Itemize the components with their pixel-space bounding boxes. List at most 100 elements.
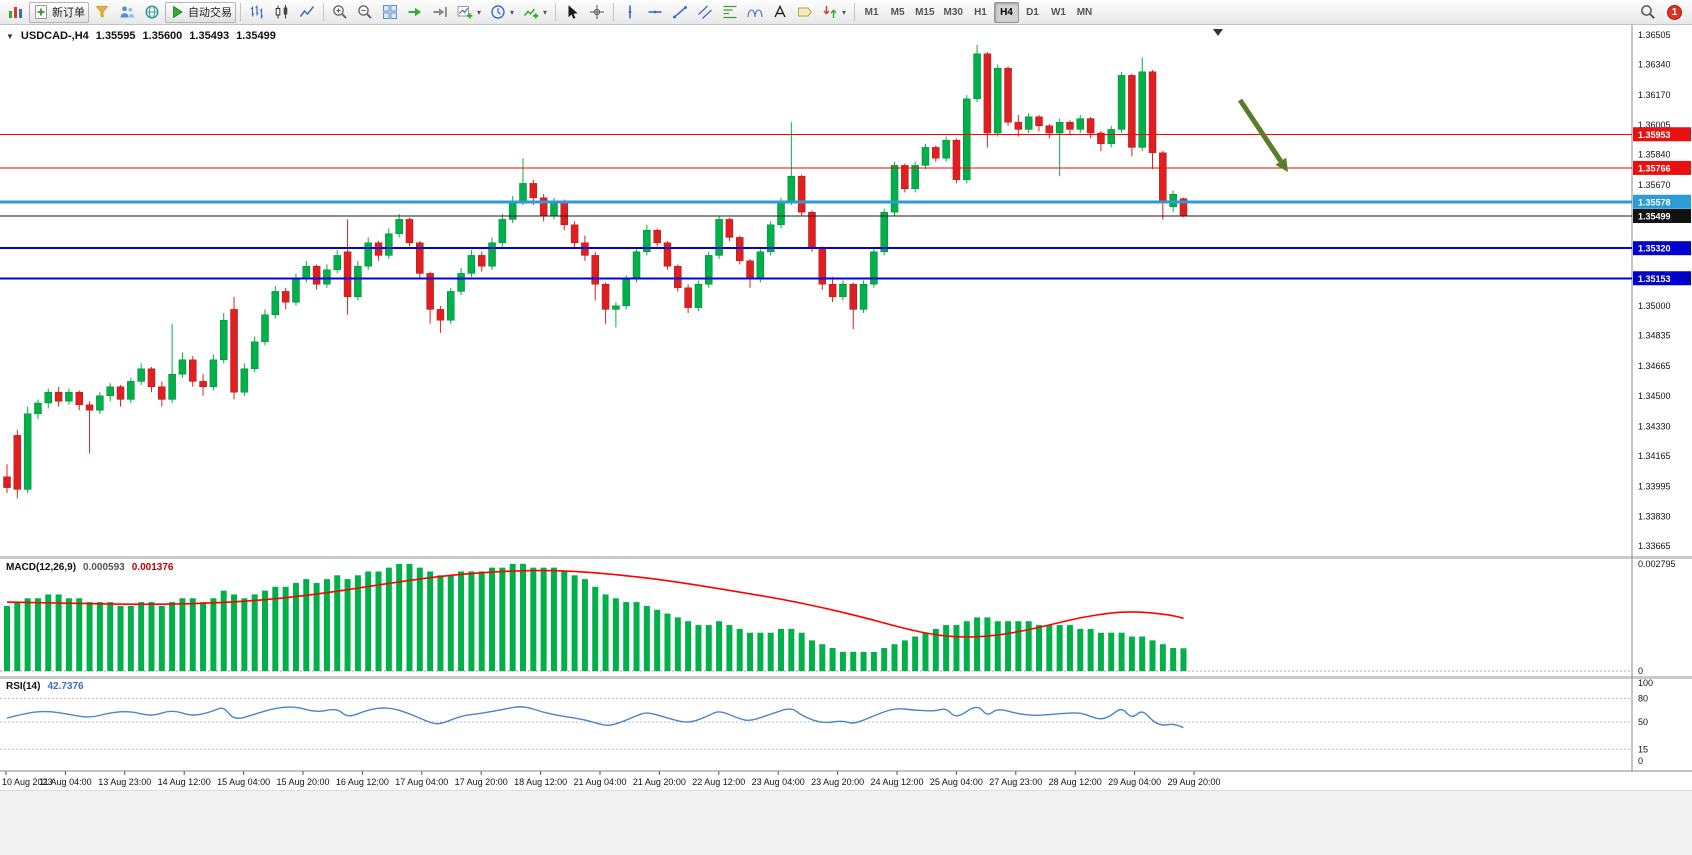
candle-body xyxy=(983,53,992,134)
new-order-button[interactable]: 新订单 xyxy=(29,1,89,23)
timeframe-m5-button[interactable]: M5 xyxy=(885,2,910,23)
timeframe-h1-button[interactable]: H1 xyxy=(968,2,993,23)
macd-histogram-bar xyxy=(530,567,537,671)
macd-histogram-bar xyxy=(344,579,351,671)
search-button[interactable] xyxy=(1636,2,1660,23)
quote-high: 1.35600 xyxy=(142,30,183,42)
timeframe-d1-button[interactable]: D1 xyxy=(1020,2,1045,23)
macd-histogram-bar xyxy=(4,605,10,671)
newchart-icon xyxy=(457,4,473,20)
candle-body xyxy=(766,224,775,253)
candle-body xyxy=(13,435,22,490)
macd-histogram-bar xyxy=(200,602,207,671)
candle-body xyxy=(911,165,919,190)
macd-histogram-bar xyxy=(736,628,743,671)
price-axis-label: 1.34330 xyxy=(1638,421,1671,431)
cursor-icon xyxy=(564,4,580,20)
time-axis-label: 11 Aug 04:00 xyxy=(39,777,91,787)
equidistant-channel-button[interactable] xyxy=(693,2,717,23)
tile-windows-button[interactable] xyxy=(378,2,402,23)
bar-chart-button[interactable] xyxy=(245,2,269,23)
candle-body xyxy=(137,368,145,382)
community-button[interactable] xyxy=(140,2,164,23)
macd-histogram-bar xyxy=(1077,628,1084,671)
candle-body xyxy=(1066,121,1074,130)
label-icon xyxy=(797,4,813,20)
timeframe-m1-button[interactable]: M1 xyxy=(859,2,884,23)
autotrading-button[interactable]: 自动交易 xyxy=(165,1,236,23)
rsi-axis-label: 0 xyxy=(1638,756,1643,766)
zoom-out-button[interactable] xyxy=(353,2,377,23)
chart-canvas[interactable]: 1.36505 1.36340 1.36170 1.36005 1.35840 1.356… xyxy=(0,25,1692,790)
candle-body xyxy=(189,359,197,382)
macd-histogram-bar xyxy=(1015,621,1022,671)
candle-body xyxy=(849,283,857,310)
candle-body xyxy=(96,395,104,411)
one-click-trading-toggle-icon[interactable]: ▼ xyxy=(6,32,14,41)
vline-icon xyxy=(622,4,638,20)
text-button[interactable] xyxy=(768,2,792,23)
arrows-button[interactable]: ▾ xyxy=(818,2,850,23)
macd-histogram-bar xyxy=(664,613,671,671)
arrow-annotation[interactable] xyxy=(1237,98,1288,172)
macd-hist-value: 0.000593 xyxy=(83,562,125,573)
dropdown-arrow-icon: ▾ xyxy=(477,7,482,17)
zoom-in-button[interactable] xyxy=(328,2,352,23)
rsi-panel: 100 80 50 15 0 xyxy=(0,678,1653,766)
candle-body xyxy=(1076,118,1085,130)
price-tag xyxy=(1633,127,1691,142)
candle-body xyxy=(1159,152,1167,202)
arrows-icon xyxy=(822,4,838,20)
market-button[interactable] xyxy=(90,2,114,23)
timeframe-w1-button[interactable]: W1 xyxy=(1046,2,1071,23)
indicators-button[interactable]: ▾ xyxy=(519,2,551,23)
macd-histogram-bar xyxy=(303,579,310,671)
candle-body xyxy=(1045,125,1054,134)
macd-histogram-bar xyxy=(220,590,227,671)
macd-histogram-bar xyxy=(943,625,950,671)
vertical-line-button[interactable] xyxy=(618,2,642,23)
toolbar-separator xyxy=(240,3,241,21)
signals-button[interactable] xyxy=(115,2,139,23)
time-axis-label: 18 Aug 12:00 xyxy=(514,777,567,787)
time-axis-label: 10 Aug 2023 xyxy=(2,777,53,787)
macd-histogram-bar xyxy=(922,632,929,671)
candle-body xyxy=(281,291,290,303)
symbol-period-label: USDCAD-,H4 xyxy=(20,30,89,42)
timeframe-m15-button[interactable]: M15 xyxy=(911,2,938,23)
line-chart-button[interactable] xyxy=(295,2,319,23)
cycle-lines-button[interactable] xyxy=(743,2,767,23)
timeframe-mn-button[interactable]: MN xyxy=(1072,2,1097,23)
macd-histogram-bar xyxy=(643,605,650,671)
macd-histogram-bar xyxy=(437,575,444,671)
panel-divider[interactable] xyxy=(0,676,1692,679)
zoomin-icon xyxy=(332,4,348,20)
timeframe-h4-button[interactable]: H4 xyxy=(993,1,1019,23)
macd-histogram-bar xyxy=(705,625,712,671)
macd-histogram-bar xyxy=(747,632,754,671)
candlestick-chart-button[interactable] xyxy=(270,2,294,23)
candle-body xyxy=(1097,132,1105,145)
notification-badge[interactable]: 1 xyxy=(1667,4,1682,20)
candle-body xyxy=(777,201,785,226)
macd-histogram-bar xyxy=(1025,621,1032,671)
crosshair-button[interactable] xyxy=(585,2,609,23)
cursor-button[interactable] xyxy=(560,2,584,23)
timeframe-m30-button[interactable]: M30 xyxy=(940,2,967,23)
fibonacci-button[interactable] xyxy=(718,2,742,23)
macd-histogram-bar xyxy=(65,598,72,671)
chart-shift-button[interactable] xyxy=(428,2,452,23)
candle-body xyxy=(127,381,135,400)
horizontal-line-button[interactable] xyxy=(643,2,667,23)
trendline-button[interactable] xyxy=(668,2,692,23)
panel-divider[interactable] xyxy=(0,556,1692,559)
auto-scroll-button[interactable] xyxy=(403,2,427,23)
charts-mini-button[interactable] xyxy=(4,2,28,23)
periods-button[interactable]: ▾ xyxy=(486,2,518,23)
text-label-button[interactable] xyxy=(793,2,817,23)
chart-shift-marker[interactable] xyxy=(1213,29,1223,36)
candle-body xyxy=(632,251,641,280)
new-chart-button[interactable]: ▾ xyxy=(453,2,485,23)
macd-histogram-bar xyxy=(571,575,578,671)
